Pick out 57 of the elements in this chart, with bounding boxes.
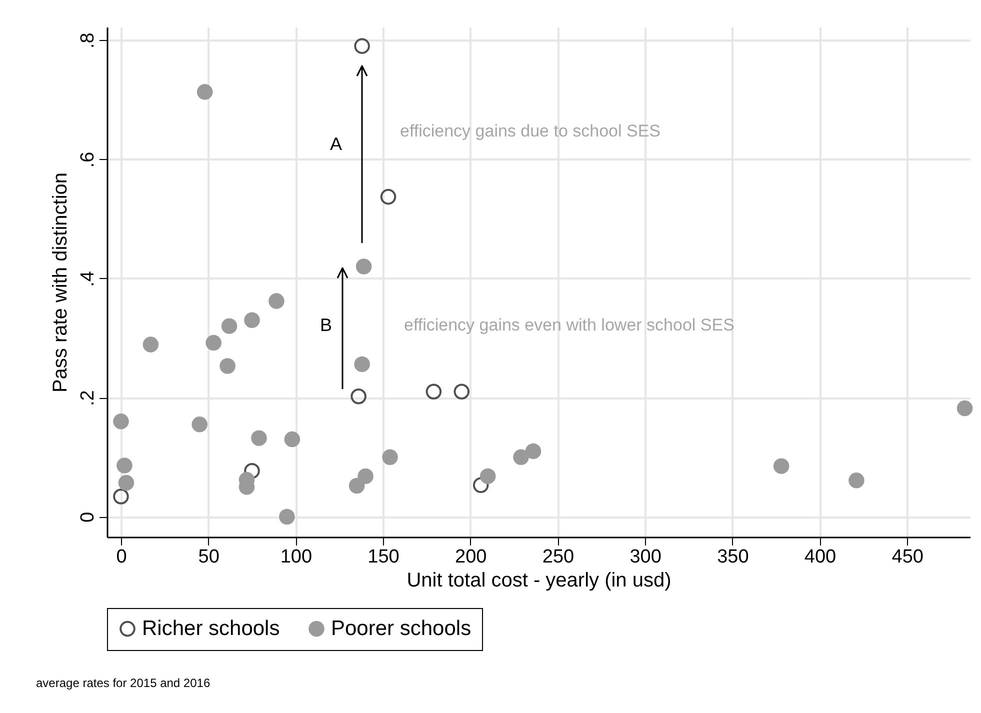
point <box>142 336 159 352</box>
point <box>480 468 496 484</box>
point <box>220 358 236 374</box>
legend-label: Richer schools <box>142 616 280 640</box>
point <box>251 430 267 446</box>
annotation: A <box>330 134 342 154</box>
point <box>358 468 374 484</box>
point <box>454 384 470 400</box>
point <box>244 312 260 328</box>
annotation: efficiency gains even with lower school SES <box>404 316 734 334</box>
x-axis-title: Unit total cost - yearly (in usd) <box>406 570 672 592</box>
point <box>244 462 260 479</box>
x-tick-label: 100 <box>280 546 312 568</box>
point <box>356 258 372 274</box>
point <box>196 84 213 100</box>
x-tick-label: 350 <box>717 546 749 568</box>
point <box>354 356 370 372</box>
point <box>192 416 208 432</box>
point <box>773 458 790 474</box>
point <box>118 474 134 491</box>
point <box>956 400 973 416</box>
point <box>525 443 542 460</box>
point <box>513 449 529 466</box>
y-tick-label: .2 <box>78 390 98 406</box>
x-tick-label: 250 <box>542 546 574 568</box>
point <box>354 38 370 54</box>
x-tick-label: 200 <box>455 546 487 568</box>
x-tick-label: 50 <box>198 546 220 568</box>
point <box>206 334 222 351</box>
text: average rates for 2015 and 2016 <box>36 676 210 690</box>
annotation: efficiency gains due to school SES <box>400 122 661 140</box>
point <box>221 318 238 334</box>
point <box>268 293 284 309</box>
x-tick-label: 300 <box>630 546 662 568</box>
point <box>116 458 132 474</box>
y-tick-label: .6 <box>78 152 98 168</box>
y-axis-title: Pass rate with distinction <box>50 172 72 393</box>
point <box>113 414 129 430</box>
x-tick-label: 400 <box>804 546 836 568</box>
point <box>350 388 366 404</box>
point <box>279 508 295 525</box>
y-tick-label: .4 <box>78 270 98 287</box>
point <box>284 431 300 448</box>
y-tick-label: 0 <box>78 512 98 523</box>
x-tick-label: 0 <box>116 546 127 568</box>
y-tick-label: .8 <box>78 32 98 49</box>
point <box>380 188 396 205</box>
legend-label: Poorer schools <box>331 616 472 640</box>
point <box>113 488 129 504</box>
annotation: B <box>320 315 332 335</box>
point <box>848 472 864 488</box>
point <box>382 449 398 466</box>
point <box>348 478 365 494</box>
point <box>472 477 489 494</box>
x-tick-label: 150 <box>368 546 400 568</box>
point <box>426 384 442 400</box>
x-tick-label: 450 <box>892 546 924 568</box>
